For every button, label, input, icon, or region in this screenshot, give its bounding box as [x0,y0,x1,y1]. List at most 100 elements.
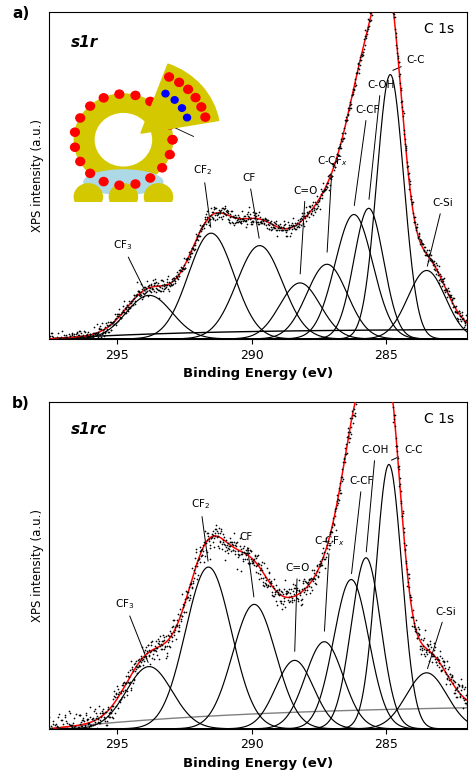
Point [365,19,373,32]
Point [67,333,75,346]
Point [260,215,267,228]
Point [210,200,218,213]
Point [228,538,236,550]
Point [89,331,96,343]
Point [214,540,221,552]
Point [274,587,282,600]
Point [426,253,434,266]
Point [291,221,298,234]
Point [246,557,254,570]
Point [322,531,330,544]
Point [66,330,73,343]
Point [212,207,219,220]
Point [226,218,233,230]
Point [217,525,225,538]
Point [357,380,365,392]
Point [434,650,441,663]
Point [183,591,191,603]
Point [417,235,424,247]
Text: C-C: C-C [393,55,425,71]
Point [276,588,284,601]
Text: CF: CF [242,173,259,239]
Point [47,327,55,340]
Point [209,206,217,218]
Point [420,244,428,256]
Point [310,196,317,208]
Point [443,655,450,667]
Point [202,218,210,230]
Point [121,683,128,695]
Point [174,267,182,280]
Point [379,345,387,357]
Point [428,650,435,662]
Point [51,723,59,736]
Point [343,448,350,460]
Text: CF$_3$: CF$_3$ [115,597,148,663]
Point [169,631,176,643]
Point [282,573,289,586]
Point [128,660,136,673]
Point [368,9,375,21]
Point [220,203,228,215]
Point [268,224,275,236]
Point [126,677,133,689]
Point [158,635,166,647]
Point [285,591,292,603]
Point [360,376,368,388]
Point [206,213,214,225]
Point [63,329,70,341]
Point [388,375,395,388]
Point [343,115,350,127]
Point [172,275,179,287]
Point [70,327,78,340]
Point [413,623,420,636]
Point [358,360,365,372]
Point [190,577,197,589]
Point [432,257,439,270]
Point [142,650,149,662]
Point [408,611,415,623]
Point [435,653,442,665]
Point [106,706,114,718]
Point [318,557,325,570]
Point [239,552,247,565]
Point [408,611,416,624]
Point [165,629,173,642]
Point [199,542,206,555]
Point [173,618,181,631]
Point [282,218,289,231]
Point [426,244,433,256]
Point [78,713,85,726]
Point [330,518,337,531]
Point [417,234,425,246]
Point [402,142,410,155]
Point [56,731,64,744]
Point [226,211,234,223]
Point [70,716,77,729]
Point [388,0,395,2]
Point [303,581,311,594]
Point [104,320,112,333]
Point [290,584,297,597]
Point [96,717,104,730]
Point [183,253,191,266]
Point [231,212,238,225]
Point [391,8,398,20]
Point [234,548,241,560]
Point [262,578,270,591]
Point [441,666,449,678]
Point [445,661,453,674]
Point [444,281,452,294]
Point [340,122,348,134]
Point [168,635,176,647]
Point [182,605,190,618]
Point [124,301,131,313]
Point [195,552,203,565]
Point [313,564,321,577]
Point [377,344,385,357]
Point [158,279,166,291]
Point [232,209,239,221]
Point [353,392,361,405]
Point [315,558,323,570]
Point [443,285,450,298]
